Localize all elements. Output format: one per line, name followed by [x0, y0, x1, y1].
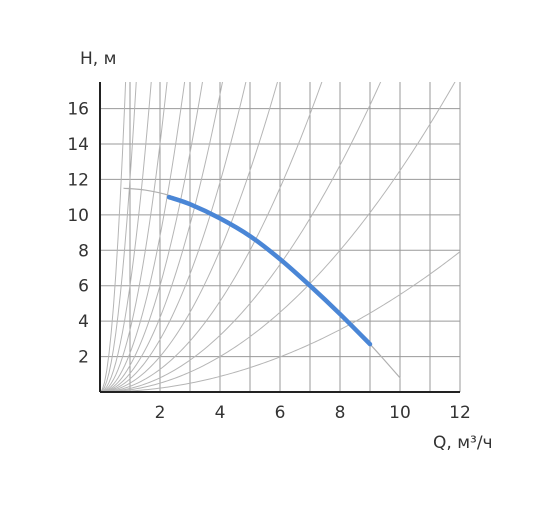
- y-tick-label: 8: [78, 241, 89, 261]
- x-tick-label: 4: [215, 403, 226, 423]
- y-tick-label: 4: [78, 312, 89, 332]
- system-curve: [100, 82, 186, 392]
- y-tick-label: 12: [67, 170, 89, 190]
- grid: [100, 82, 461, 392]
- y-tick-label: 14: [67, 135, 89, 155]
- system-curve: [100, 82, 203, 392]
- system-curve: [100, 82, 382, 392]
- x-tick-label: 8: [335, 403, 346, 423]
- system-curve: [100, 82, 279, 392]
- x-tick-label: 2: [155, 403, 166, 423]
- system-curve: [100, 82, 137, 392]
- axes: [99, 82, 460, 393]
- system-curve: [100, 82, 456, 392]
- y-tick-label: 10: [67, 206, 89, 226]
- x-tick-label: 12: [449, 403, 471, 423]
- system-curve: [100, 82, 152, 392]
- system-curves: [100, 82, 460, 392]
- y-tick-label: 16: [67, 100, 89, 120]
- y-tick-label: 2: [78, 348, 89, 368]
- y-tick-label: 6: [78, 277, 89, 297]
- system-curve: [100, 82, 127, 392]
- system-curve: [100, 251, 460, 392]
- system-curve: [100, 82, 168, 392]
- y-axis-title: H, м: [80, 49, 116, 69]
- series: [123, 187, 401, 379]
- pump-operating-curve: [166, 194, 373, 347]
- system-curve: [100, 82, 323, 392]
- tick-labels: 2 4 6 8 10 12 2 4 6 8 10 12 14 16: [67, 100, 470, 423]
- system-curve: [100, 82, 223, 392]
- x-axis-title: Q, м³/ч: [433, 433, 493, 453]
- x-tick-label: 6: [275, 403, 286, 423]
- system-curve: [100, 82, 247, 392]
- x-tick-label: 10: [389, 403, 411, 423]
